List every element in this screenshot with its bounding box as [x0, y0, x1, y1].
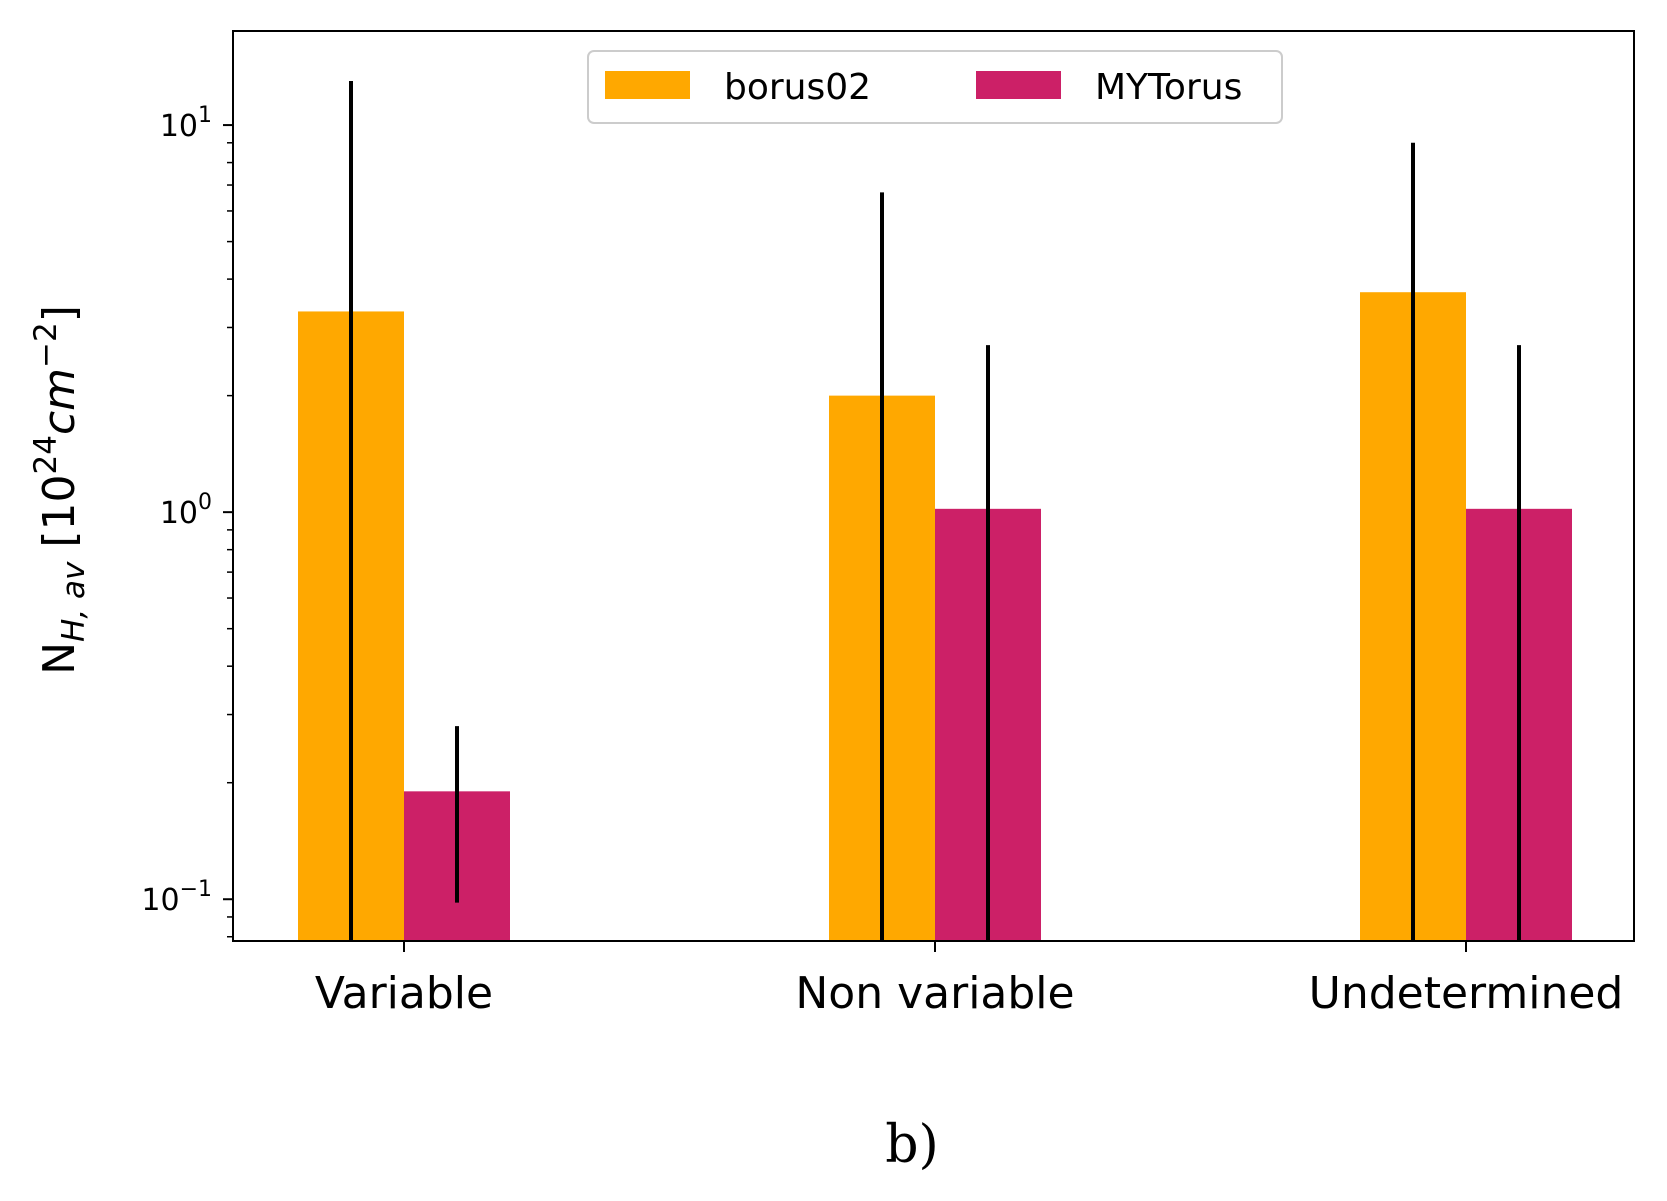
x-axis: Variable Non variable Undetermined	[315, 941, 1623, 1019]
legend: borus02 MYTorus	[587, 50, 1283, 124]
legend-label-mytorus: MYTorus	[1095, 67, 1242, 108]
panel-label: b)	[885, 1115, 939, 1175]
x-tick-label: Undetermined	[1309, 968, 1624, 1019]
legend-swatch-borus02	[605, 71, 690, 99]
bars-layer	[298, 292, 1572, 941]
y-tick-label: 10−1	[141, 877, 212, 918]
legend-label-borus02: borus02	[724, 67, 871, 108]
y-axis: 10−1 100 101	[141, 103, 233, 938]
y-tick-label: 100	[160, 490, 212, 531]
x-tick-label: Non variable	[795, 968, 1074, 1019]
legend-box	[587, 50, 1283, 124]
x-tick-label: Variable	[315, 968, 493, 1019]
y-axis-label: NH, av [1024cm−2]	[28, 305, 92, 675]
legend-swatch-mytorus	[976, 71, 1061, 99]
y-tick-label: 101	[160, 103, 212, 144]
errorbars-layer	[349, 80, 1521, 941]
plot-frame	[232, 30, 1635, 942]
